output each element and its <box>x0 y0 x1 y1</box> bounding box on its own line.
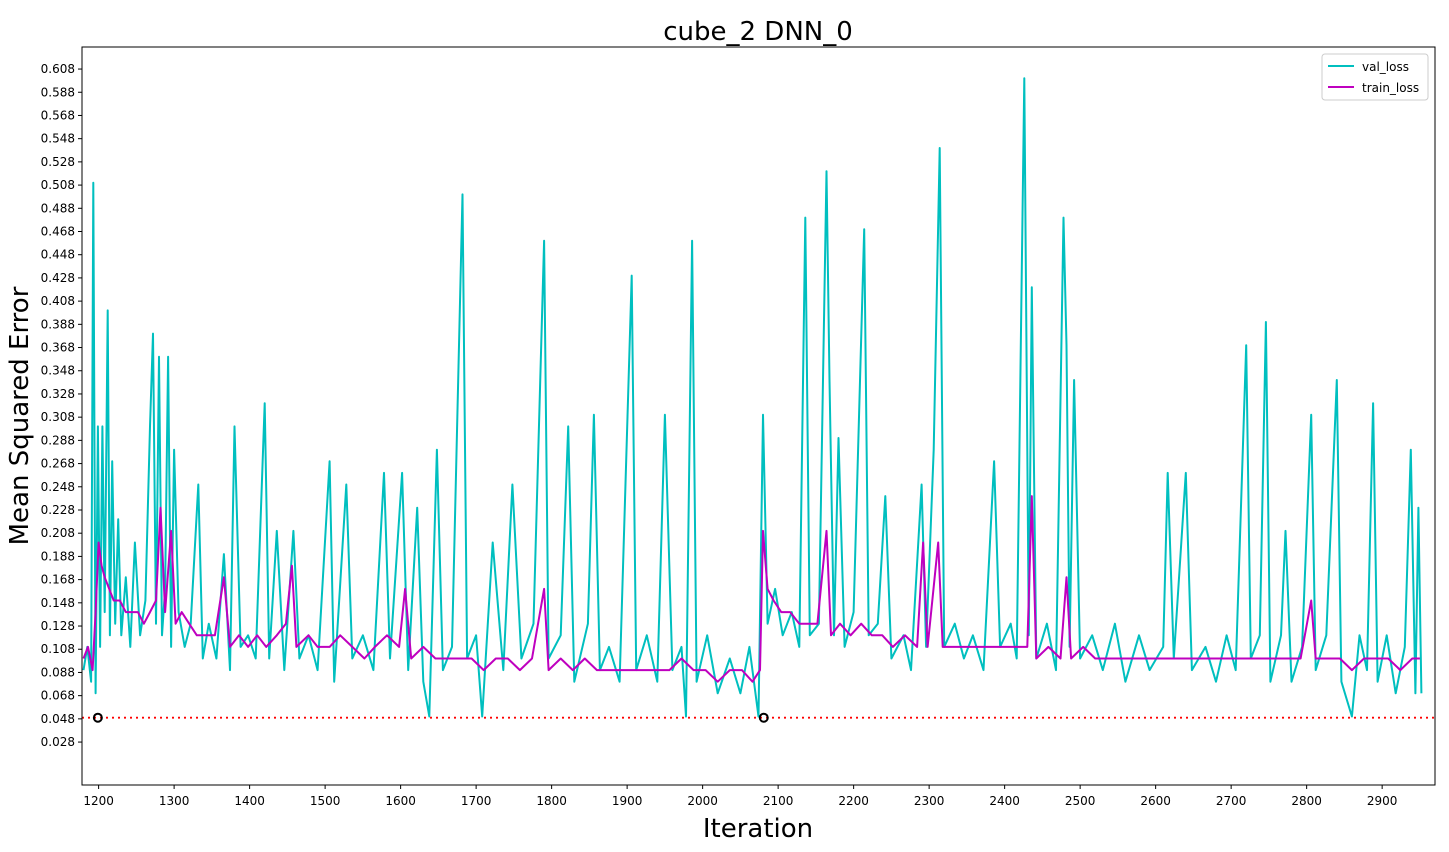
x-tick-label: 2700 <box>1216 794 1247 808</box>
y-tick-label: 0.388 <box>41 317 75 331</box>
y-tick-label: 0.168 <box>41 573 75 587</box>
y-tick-label: 0.268 <box>41 457 75 471</box>
y-tick-label: 0.428 <box>41 271 75 285</box>
y-tick-label: 0.488 <box>41 201 75 215</box>
y-tick-label: 0.368 <box>41 341 75 355</box>
y-tick-label: 0.068 <box>41 689 75 703</box>
min-marker-2 <box>758 712 769 723</box>
x-tick-label: 2900 <box>1367 794 1398 808</box>
y-tick-label: 0.308 <box>41 410 75 424</box>
y-tick-label: 0.448 <box>41 248 75 262</box>
y-tick-label: 0.248 <box>41 480 75 494</box>
series-line-train-loss <box>82 495 1420 683</box>
x-tick-label: 1500 <box>310 794 341 808</box>
legend: val_loss train_loss <box>1321 53 1429 101</box>
y-tick-label: 0.548 <box>41 132 75 146</box>
x-tick-label: 2600 <box>1140 794 1171 808</box>
x-tick-label: 1200 <box>83 794 114 808</box>
x-tick-label: 1800 <box>536 794 567 808</box>
x-tick-label: 2200 <box>838 794 869 808</box>
y-axis-label: Mean Squared Error <box>5 286 35 545</box>
x-axis-ticks: 1200 1300 1400 1500 1600 1700 1800 1900 2000 2100… <box>83 785 1397 808</box>
y-tick-label: 0.028 <box>41 735 75 749</box>
y-tick-label: 0.148 <box>41 596 75 610</box>
y-tick-label: 0.508 <box>41 178 75 192</box>
y-tick-label: 0.348 <box>41 364 75 378</box>
y-tick-label: 0.608 <box>41 62 75 76</box>
x-tick-label: 1600 <box>385 794 416 808</box>
plot-area <box>82 77 1435 723</box>
x-tick-label: 1900 <box>612 794 643 808</box>
x-tick-label: 1300 <box>159 794 190 808</box>
y-tick-label: 0.228 <box>41 503 75 517</box>
x-tick-label: 2100 <box>763 794 794 808</box>
x-tick-label: 2500 <box>1065 794 1096 808</box>
y-tick-label: 0.108 <box>41 642 75 656</box>
x-tick-label: 2800 <box>1291 794 1322 808</box>
y-axis-ticks: 0.028 0.048 0.068 0.088 0.108 0.128 0.148 0.168… <box>41 62 82 749</box>
y-tick-label: 0.568 <box>41 108 75 122</box>
y-tick-label: 0.048 <box>41 712 75 726</box>
chart-title: cube_2 DNN_0 <box>663 17 853 47</box>
x-axis-label: Iteration <box>703 814 813 844</box>
x-tick-label: 1700 <box>461 794 492 808</box>
y-tick-label: 0.528 <box>41 155 75 169</box>
x-tick-label: 2400 <box>989 794 1020 808</box>
min-marker-1 <box>92 712 103 723</box>
x-tick-label: 2000 <box>687 794 718 808</box>
y-tick-label: 0.088 <box>41 665 75 679</box>
y-tick-label: 0.468 <box>41 225 75 239</box>
y-tick-label: 0.288 <box>41 433 75 447</box>
y-tick-label: 0.188 <box>41 549 75 563</box>
series-line-val-loss <box>82 77 1423 718</box>
y-tick-label: 0.208 <box>41 526 75 540</box>
x-tick-label: 1400 <box>234 794 265 808</box>
y-tick-label: 0.328 <box>41 387 75 401</box>
y-tick-label: 0.408 <box>41 294 75 308</box>
legend-label-val-loss: val_loss <box>1362 60 1409 74</box>
legend-label-train-loss: train_loss <box>1362 81 1419 95</box>
plot-frame <box>81 46 1436 786</box>
x-tick-label: 2300 <box>914 794 945 808</box>
y-tick-label: 0.128 <box>41 619 75 633</box>
y-tick-label: 0.588 <box>41 85 75 99</box>
